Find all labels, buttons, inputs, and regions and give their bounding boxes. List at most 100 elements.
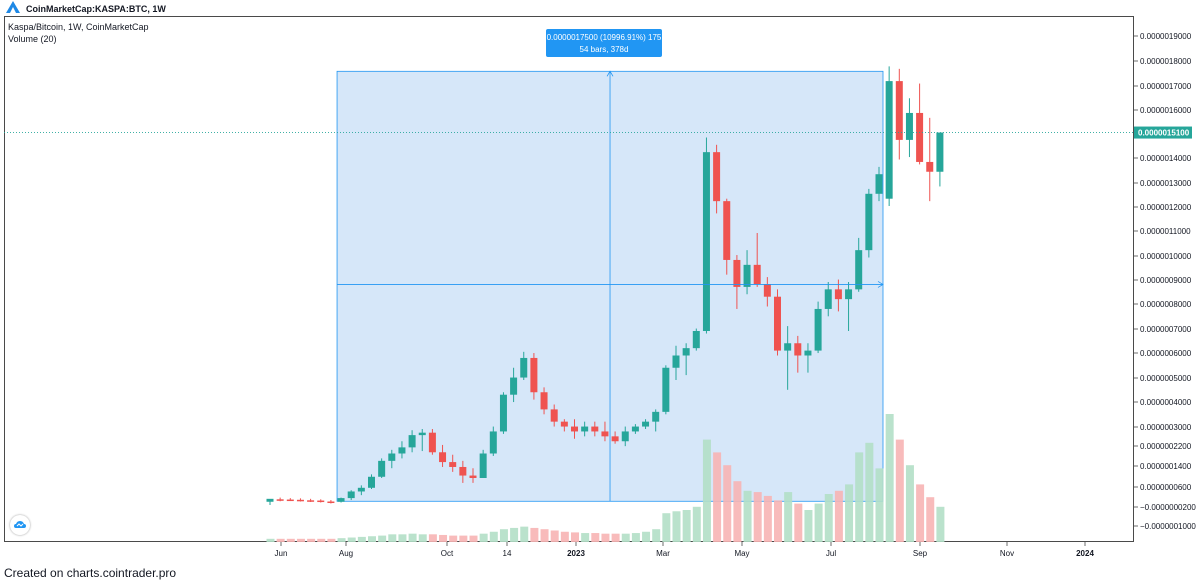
- volume-bar: [439, 534, 448, 542]
- footer-credit: Created on charts.cointrader.pro: [4, 566, 177, 580]
- measure-label-line2: 54 bars, 378d: [580, 45, 629, 54]
- candle-body: [550, 409, 558, 422]
- candle-body: [784, 343, 792, 351]
- candle-body: [611, 436, 619, 442]
- price-axis[interactable]: 0.0000019000 0.0000018000 0.0000017000 0.00…: [1134, 32, 1196, 531]
- candle-body: [642, 421, 650, 427]
- candle-body: [530, 357, 538, 393]
- candle-body: [307, 500, 315, 502]
- current-price-badge: [1134, 126, 1192, 139]
- volume-bar: [905, 465, 914, 542]
- y-tick-label: 0.0000016000: [1140, 106, 1192, 115]
- volume-bar: [743, 490, 752, 542]
- measure-arrow-head-right: [877, 281, 884, 288]
- x-tick-label: Nov: [1000, 549, 1014, 558]
- candle-body: [672, 355, 680, 368]
- legend-title: Kaspa/Bitcoin, 1W, CoinMarketCap: [8, 22, 149, 32]
- y-tick-label: 0.0000009000: [1140, 276, 1192, 285]
- volume-bar: [855, 452, 864, 542]
- candle-body: [895, 81, 903, 140]
- candle-body: [560, 421, 568, 427]
- y-tick-label: 0.0000004000: [1140, 398, 1192, 407]
- candle-body: [774, 296, 781, 351]
- y-tick-label: 0.0000011000: [1140, 227, 1191, 236]
- volume-bar: [774, 500, 782, 542]
- cloud-widget-icon[interactable]: [10, 515, 30, 535]
- volume-bar: [459, 535, 468, 542]
- volume-bar: [834, 490, 843, 542]
- candle-body: [763, 284, 771, 297]
- candle-body: [845, 289, 853, 300]
- x-tick-label: May: [734, 549, 749, 558]
- candle-body: [540, 392, 548, 410]
- candle-body: [388, 453, 396, 461]
- x-tick-label: 2023: [567, 549, 585, 558]
- candle-body: [510, 377, 518, 395]
- candle-body: [408, 435, 416, 448]
- candle-body: [439, 452, 447, 463]
- volume-bar: [337, 538, 346, 542]
- candle-body: [662, 367, 670, 412]
- volume-bar: [936, 506, 945, 542]
- candle-body: [702, 152, 710, 331]
- volume-bar: [916, 484, 925, 542]
- y-tick-label: 0.0000013000: [1140, 179, 1192, 188]
- candle-body: [327, 501, 335, 504]
- volume-bar: [276, 538, 285, 542]
- candle-body: [266, 498, 274, 502]
- y-tick-label: −0.0000001000: [1140, 522, 1196, 531]
- candle-body: [581, 426, 589, 432]
- y-tick-label: 0.0000008000: [1140, 300, 1192, 309]
- volume-bar: [489, 531, 498, 542]
- volume-bar: [713, 452, 722, 542]
- candle-body: [591, 426, 599, 432]
- time-axis[interactable]: Jun Aug Oct 14 2023 Mar May Jul Sep Nov 2024: [275, 542, 1095, 558]
- volume-bar: [662, 513, 671, 542]
- candle-body: [347, 491, 355, 499]
- volume-bar: [530, 527, 539, 542]
- volume-bar: [824, 494, 833, 542]
- x-tick-label: Sep: [913, 549, 928, 558]
- cloud-icon: [14, 521, 26, 528]
- candle-body: [713, 152, 721, 202]
- y-tick-label: 0.0000000600: [1140, 483, 1192, 492]
- legend-volume: Volume (20): [8, 34, 57, 44]
- y-tick-label: −0.0000000200: [1140, 503, 1196, 512]
- volume-bar: [926, 497, 935, 542]
- candle-body: [276, 499, 284, 501]
- volume-bar: [368, 536, 376, 542]
- candle-body: [378, 460, 386, 477]
- volume-bar: [540, 529, 549, 542]
- volume-bar: [408, 533, 417, 542]
- volume-bar: [418, 534, 427, 542]
- volume-bar: [601, 533, 610, 542]
- candle-body: [855, 250, 863, 290]
- candle-body: [621, 431, 629, 442]
- candle-body: [428, 432, 436, 453]
- chart-frame[interactable]: [4, 16, 1134, 542]
- y-tick-label: 0.0000019000: [1140, 32, 1192, 41]
- candle-body: [743, 264, 751, 287]
- candle-body: [824, 289, 832, 309]
- tradingview-logo-icon: [4, 0, 22, 14]
- volume-bar: [510, 527, 519, 542]
- candle-body: [571, 426, 578, 432]
- y-tick-label: 0.0000006000: [1140, 349, 1192, 358]
- y-tick-label: 0.0000012000: [1140, 203, 1192, 212]
- candle-body: [479, 453, 487, 478]
- y-tick-label: 0.0000018000: [1140, 57, 1192, 66]
- volume-bar: [581, 533, 590, 542]
- candle-body: [794, 343, 802, 356]
- volume-bar: [428, 534, 437, 542]
- candle-body: [286, 499, 294, 502]
- y-tick-label: 0.0000002200: [1140, 442, 1192, 451]
- candle-body: [398, 447, 406, 454]
- volume-bar: [327, 538, 336, 542]
- candle-body: [418, 432, 426, 436]
- x-tick-label: Oct: [441, 549, 454, 558]
- volume-bar: [621, 533, 630, 542]
- candle-body: [682, 348, 690, 356]
- y-tick-label: 0.0000017000: [1140, 82, 1192, 91]
- candle-body: [317, 500, 325, 503]
